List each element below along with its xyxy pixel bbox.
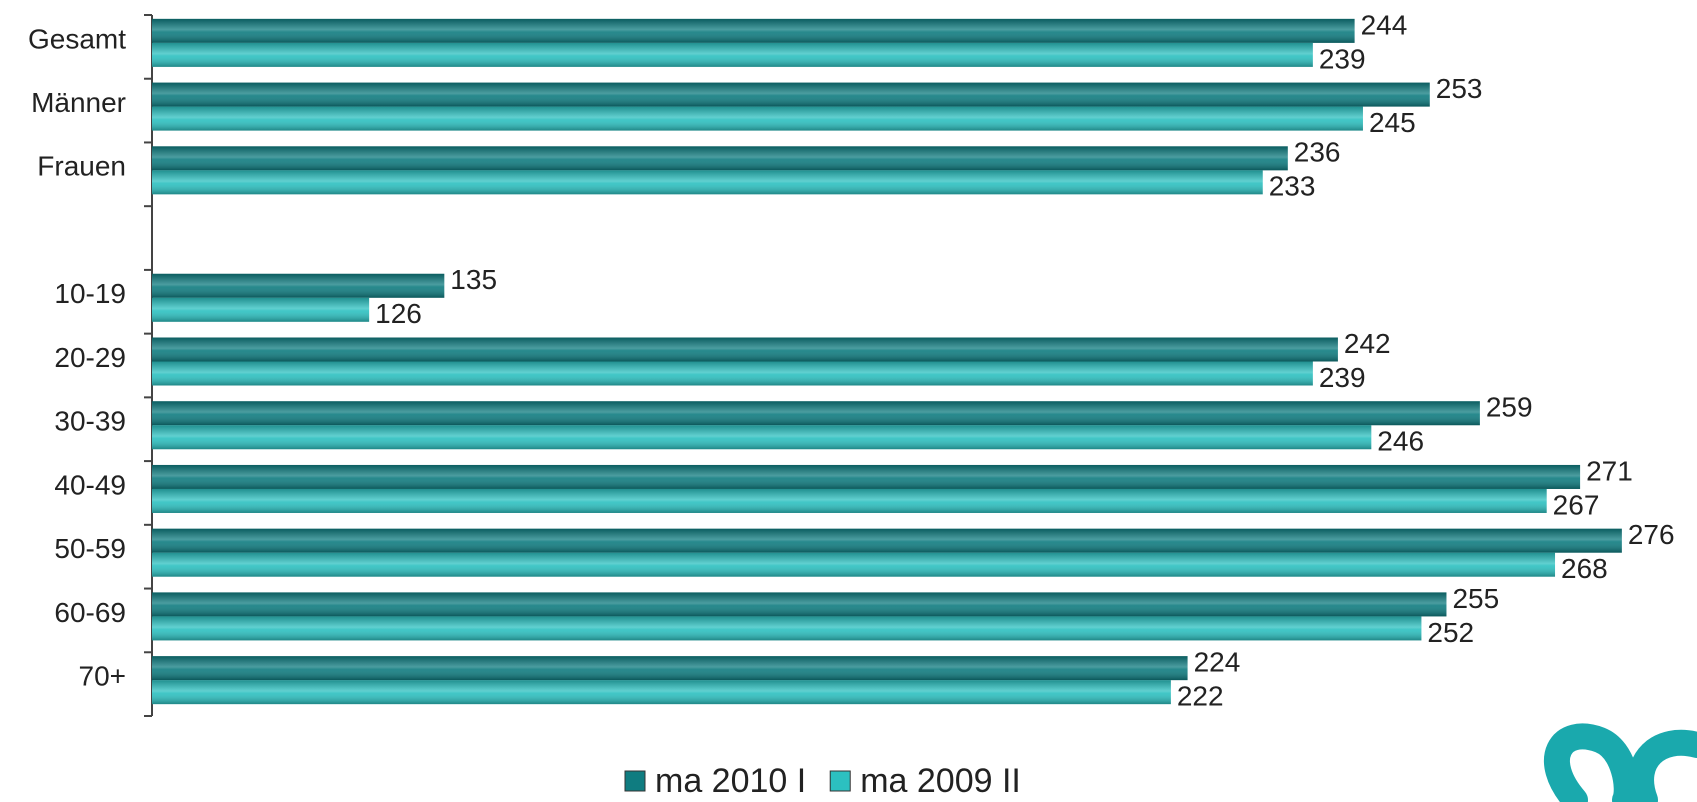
bar-shine <box>152 337 1338 362</box>
data-label: 244 <box>1361 9 1408 40</box>
bar-shine <box>152 616 1422 641</box>
data-label: 255 <box>1452 583 1499 614</box>
y-tick-label: Frauen <box>37 151 126 182</box>
legend-swatch <box>624 770 646 792</box>
y-tick-label: 30-39 <box>54 406 126 437</box>
data-label: 253 <box>1436 73 1483 104</box>
data-label: 252 <box>1427 617 1474 648</box>
bar-shine <box>152 401 1480 426</box>
bar-shine <box>152 488 1547 513</box>
y-tick-label: 70+ <box>79 661 127 692</box>
data-label: 233 <box>1269 171 1316 202</box>
data-label: 271 <box>1586 455 1633 486</box>
data-label: 236 <box>1294 137 1341 168</box>
bar-shine <box>152 18 1355 43</box>
data-label: 245 <box>1369 107 1416 138</box>
data-label: 267 <box>1553 489 1600 520</box>
bar-shine <box>152 42 1313 67</box>
data-label: 276 <box>1628 519 1675 550</box>
bar-shine <box>152 273 445 298</box>
bar-shine <box>152 146 1288 171</box>
bar-shine <box>152 592 1447 617</box>
data-label: 239 <box>1319 43 1366 74</box>
bar-shine <box>152 464 1581 489</box>
y-tick-label: Männer <box>31 87 126 118</box>
y-tick-label: 50-59 <box>54 533 126 564</box>
legend-swatch <box>829 770 851 792</box>
logo <box>1544 723 1697 802</box>
bar-shine <box>152 680 1171 705</box>
data-label: 126 <box>375 298 422 329</box>
bar-shine <box>152 106 1363 131</box>
y-tick-label: 40-49 <box>54 469 126 500</box>
bar-shine <box>152 552 1556 577</box>
y-tick-label: 20-29 <box>54 342 126 373</box>
data-label: 259 <box>1486 392 1533 423</box>
bar-shine <box>152 170 1263 195</box>
bar-shine <box>152 297 370 322</box>
data-label: 222 <box>1177 681 1224 712</box>
y-tick-label: 10-19 <box>54 278 126 309</box>
legend-label: ma 2009 II <box>860 762 1021 800</box>
y-tick-label: Gesamt <box>28 23 126 54</box>
data-label: 239 <box>1319 362 1366 393</box>
data-label: 224 <box>1194 647 1241 678</box>
bar-shine <box>152 361 1313 386</box>
data-label: 242 <box>1344 328 1391 359</box>
bar-shine <box>152 528 1622 553</box>
y-tick-label: 60-69 <box>54 597 126 628</box>
data-label: 268 <box>1561 553 1608 584</box>
legend-label: ma 2010 I <box>655 762 806 800</box>
bar-shine <box>152 656 1188 681</box>
bar-shine <box>152 82 1430 107</box>
bar-shine <box>152 425 1372 450</box>
data-label: 246 <box>1377 426 1424 457</box>
data-label: 135 <box>450 264 497 295</box>
